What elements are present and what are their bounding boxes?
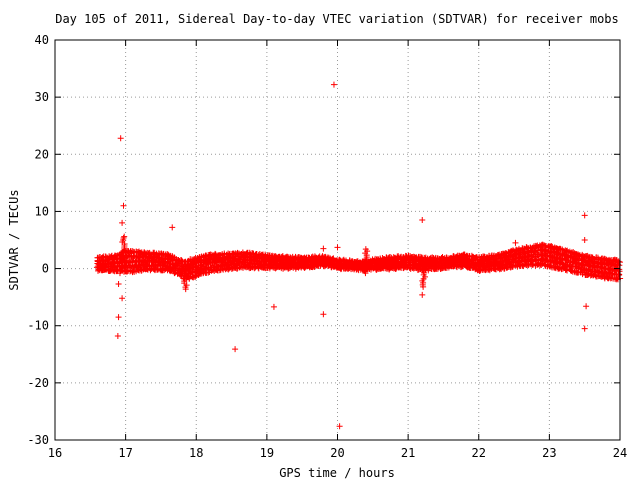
outlier-point bbox=[330, 81, 337, 88]
outlier-point bbox=[117, 135, 124, 142]
sdtvar-band bbox=[93, 241, 624, 283]
outlier-point bbox=[581, 237, 588, 243]
x-tick-label: 20 bbox=[330, 446, 344, 460]
axis-ticks: 16 17 18 19 20 21 22 23 24 -30 -20 -10 0 10 20 30 40 bbox=[27, 33, 627, 460]
band-spur bbox=[361, 246, 371, 277]
spur-point bbox=[419, 263, 426, 270]
band-spur bbox=[419, 263, 428, 290]
x-tick-label: 19 bbox=[260, 446, 274, 460]
y-tick-label: 0 bbox=[42, 262, 49, 276]
x-tick-label: 21 bbox=[401, 446, 415, 460]
outlier-point bbox=[320, 245, 327, 252]
outlier-point bbox=[581, 212, 588, 219]
outlier-point bbox=[419, 217, 426, 223]
y-tick-label: -30 bbox=[27, 433, 49, 447]
outlier-point bbox=[419, 291, 426, 298]
outlier-point bbox=[115, 314, 122, 321]
outlier-point bbox=[169, 224, 176, 231]
x-tick-label: 24 bbox=[613, 446, 627, 460]
outlier-point bbox=[581, 325, 588, 332]
x-tick-label: 17 bbox=[118, 446, 132, 460]
x-tick-label: 23 bbox=[542, 446, 556, 460]
outlier-point bbox=[116, 270, 123, 277]
x-tick-label: 18 bbox=[189, 446, 203, 460]
outlier-point bbox=[270, 303, 277, 310]
y-tick-label: 30 bbox=[35, 90, 49, 104]
y-tick-label: 10 bbox=[35, 204, 49, 218]
spur-point bbox=[182, 266, 189, 273]
y-tick-label: -10 bbox=[27, 319, 49, 333]
band-spur bbox=[181, 266, 191, 293]
spur-point bbox=[362, 246, 369, 253]
outlier-point bbox=[114, 333, 121, 339]
outlier-point bbox=[119, 295, 126, 302]
outlier-point bbox=[232, 346, 239, 353]
outlier-point bbox=[583, 303, 590, 310]
y-tick-label: -20 bbox=[27, 376, 49, 390]
outlier-point bbox=[334, 244, 341, 251]
x-axis-label: GPS time / hours bbox=[279, 466, 395, 480]
chart-title: Day 105 of 2011, Sidereal Day-to-day VTE… bbox=[55, 12, 619, 26]
spur-point bbox=[120, 235, 127, 241]
x-tick-label: 16 bbox=[48, 446, 62, 460]
y-tick-label: 40 bbox=[35, 33, 49, 47]
outlier-point bbox=[121, 233, 128, 240]
outlier-point bbox=[119, 219, 126, 226]
outlier-point bbox=[115, 281, 122, 287]
data-series bbox=[93, 81, 624, 430]
outlier-point bbox=[120, 202, 127, 209]
outlier-point bbox=[336, 423, 343, 430]
outlier-point bbox=[512, 239, 519, 246]
y-tick-label: 20 bbox=[35, 147, 49, 161]
band-spur bbox=[119, 235, 128, 263]
x-tick-label: 22 bbox=[472, 446, 486, 460]
outlier-point bbox=[320, 311, 327, 318]
y-axis-label: SDTVAR / TECUs bbox=[7, 189, 21, 290]
